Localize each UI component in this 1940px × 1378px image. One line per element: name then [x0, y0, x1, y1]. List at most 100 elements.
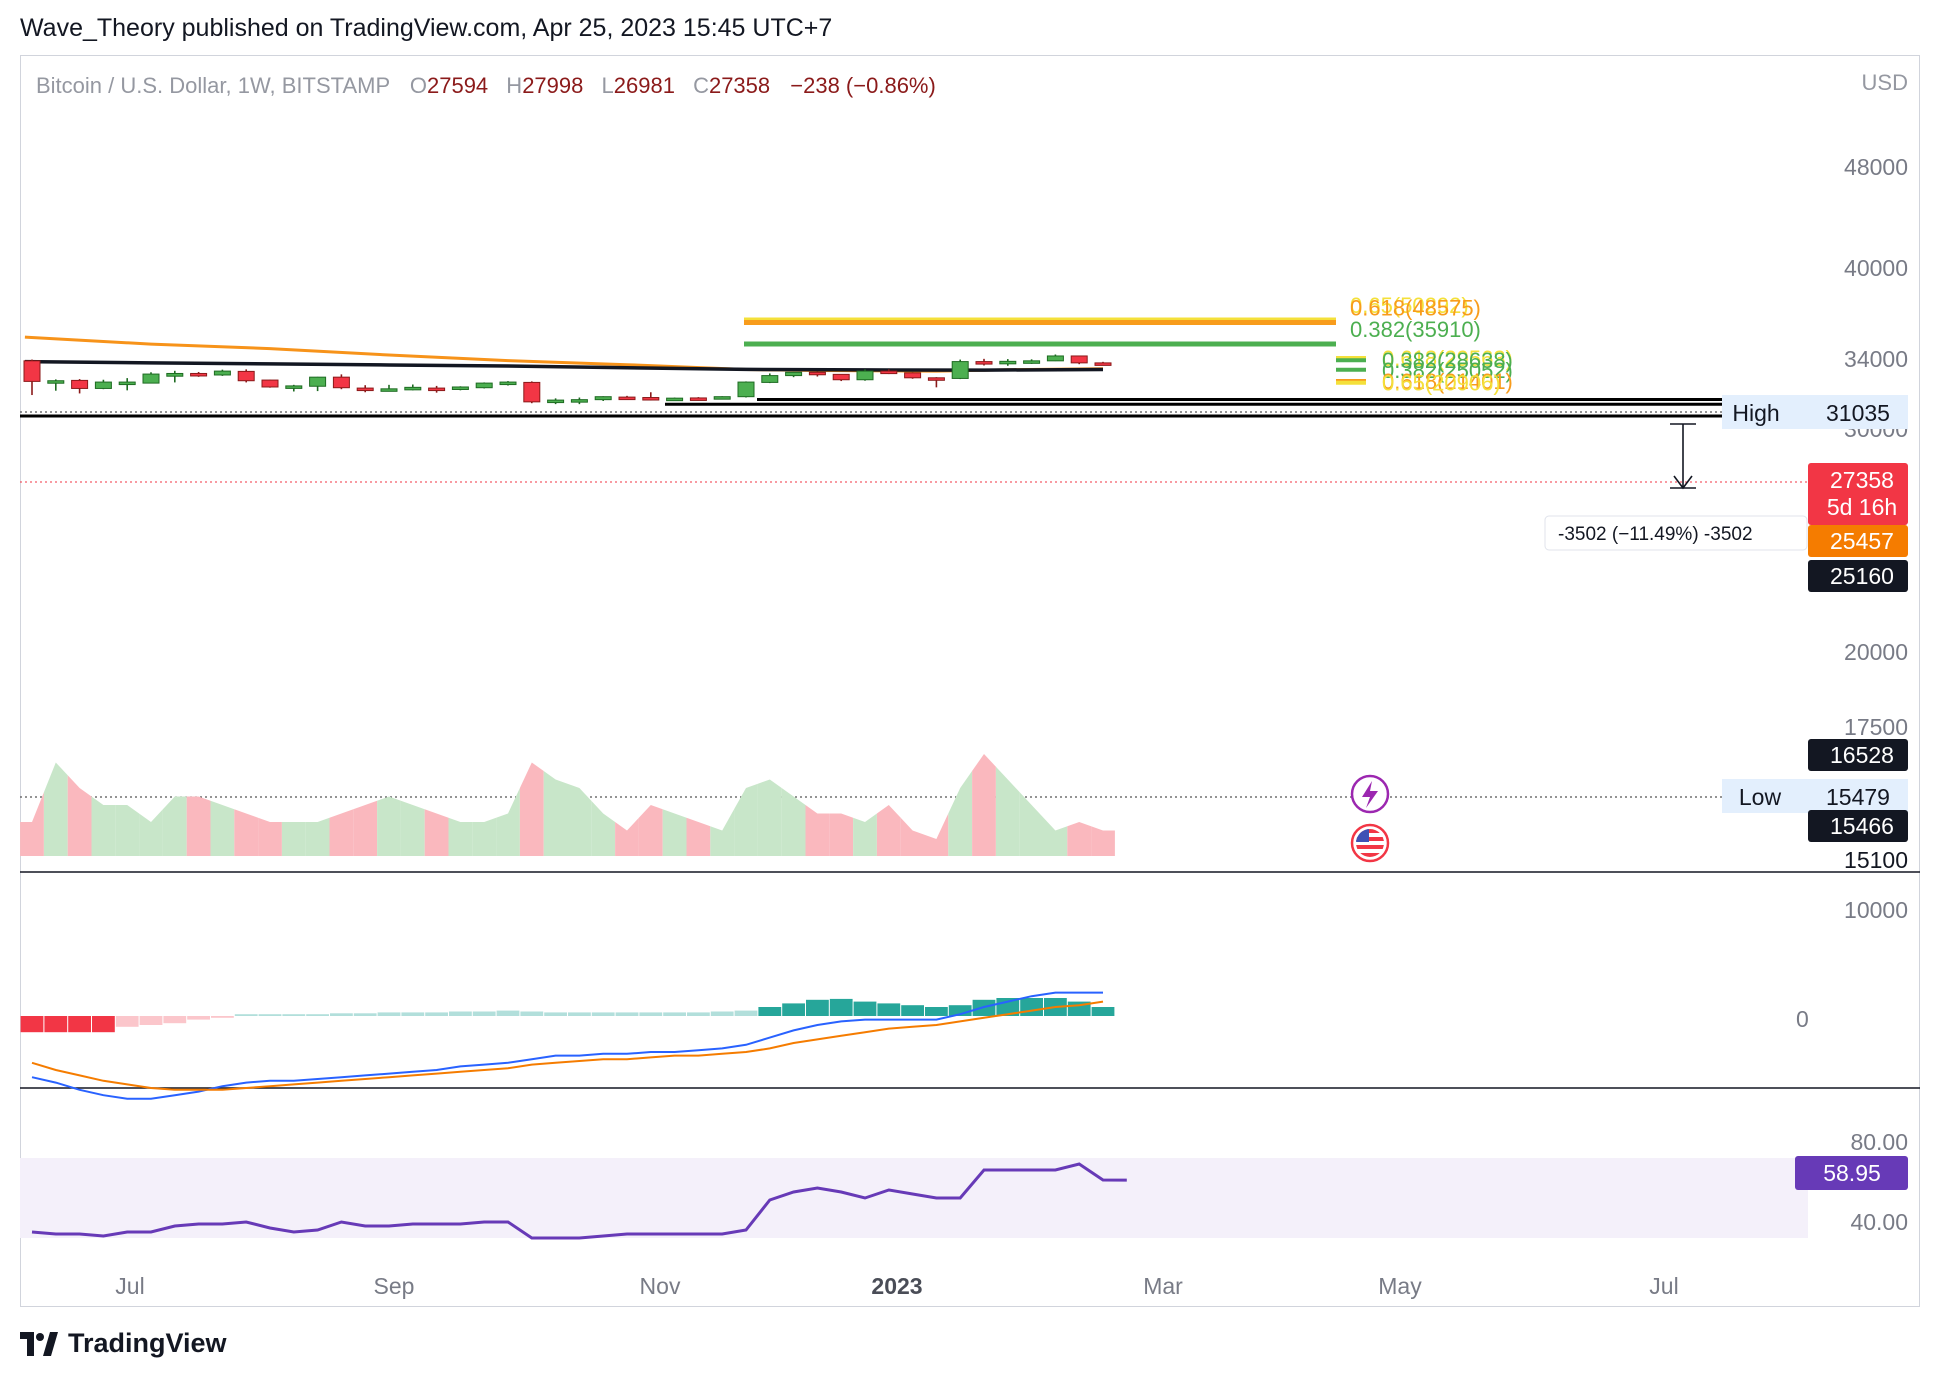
candle-body — [547, 399, 565, 404]
legend-symbol: Bitcoin / U.S. Dollar, 1W, BITSTAMP — [36, 73, 390, 98]
macd-histogram-bar — [115, 1016, 139, 1027]
macd-histogram-bar — [1091, 1007, 1115, 1016]
signal-line — [31, 1000, 1104, 1091]
candle-body — [499, 381, 517, 386]
candle-body — [904, 372, 922, 379]
macd-histogram-bar — [211, 1016, 234, 1018]
volume-segment — [472, 817, 497, 856]
macd-histogram-bar — [948, 1005, 972, 1016]
macd-histogram-bar — [829, 998, 853, 1016]
ema-price-tag-box — [1808, 560, 1908, 592]
y-tick-label: 17500 — [1844, 714, 1908, 740]
volume-segment — [948, 771, 973, 856]
candle-body — [856, 370, 874, 381]
macd-histogram-bar — [187, 1016, 210, 1020]
candle-body — [1023, 360, 1041, 364]
macd-histogram-bar — [925, 1007, 948, 1016]
measure-tool[interactable]: -3502 (−11.49%) -3502 — [1544, 423, 1808, 551]
volume-segment — [91, 796, 116, 856]
candle-body — [1070, 355, 1088, 364]
macd-histogram-bar — [591, 1012, 615, 1016]
volume-segment — [353, 800, 378, 856]
fib-label: 0.618(29563) — [1382, 346, 1513, 371]
candle-body — [94, 381, 112, 389]
y-tick-label: 20000 — [1844, 639, 1908, 665]
volume-segment — [67, 775, 92, 856]
x-tick-label: Mar — [1143, 1273, 1183, 1299]
volume-segment — [20, 792, 44, 856]
low-marker-box — [1722, 779, 1908, 813]
macd-histogram-bar — [877, 1003, 901, 1016]
volume-area — [20, 754, 1115, 856]
candle-body — [689, 397, 707, 401]
x-tick-label: Nov — [640, 1273, 681, 1299]
volume-segment — [162, 796, 187, 856]
high-marker-box — [1722, 395, 1908, 429]
macd-histogram-bar — [568, 1012, 591, 1016]
x-tick-label: Sep — [374, 1273, 415, 1299]
low-marker-value: 15479 — [1826, 784, 1890, 810]
candle-body — [475, 382, 493, 389]
rsi-tick-label: 80.00 — [1850, 1129, 1908, 1155]
macd-histogram-bar — [663, 1012, 686, 1016]
volume-segment — [448, 817, 473, 856]
rsi-value-label: 58.95 — [1823, 1160, 1881, 1186]
volume-segment — [615, 817, 639, 856]
publisher-line: Wave_Theory published on TradingView.com… — [20, 14, 833, 42]
macd-histogram-bar — [92, 1016, 115, 1033]
macd-histogram-bar — [520, 1011, 544, 1016]
legend-low: 26981 — [614, 73, 675, 98]
candle-body — [190, 372, 208, 377]
event-icon-lightning[interactable] — [1350, 774, 1390, 814]
low-marker-label: Low — [1739, 784, 1782, 810]
x-tick-label: Jul — [115, 1273, 144, 1299]
volume-segment — [662, 809, 687, 856]
footer-brand[interactable]: TradingView — [20, 1328, 227, 1359]
volume-segment — [329, 809, 354, 856]
candle-body — [927, 377, 945, 381]
footer-brand-name: TradingView — [68, 1328, 227, 1358]
macd-histogram-bar — [139, 1016, 163, 1025]
macd-zero-label: 0 — [1796, 1006, 1809, 1032]
volume-segment — [591, 800, 616, 856]
candle-body — [666, 397, 684, 402]
event-icon-flag[interactable] — [1350, 823, 1390, 863]
volume-segment — [519, 762, 544, 856]
lightning-icon — [1362, 781, 1378, 808]
volume-segment — [186, 796, 211, 856]
fib-label: 0.382(28638) — [1382, 348, 1513, 373]
volume-segment — [400, 800, 425, 856]
measure-arrow — [1673, 475, 1693, 490]
volume-segment — [496, 788, 520, 856]
ma-price-tag-box — [1808, 525, 1908, 557]
macd-histogram-bar — [806, 999, 829, 1016]
volume-segment — [686, 817, 711, 856]
macd-histogram-bar — [639, 1012, 663, 1016]
candle-body — [975, 361, 993, 365]
macd-histogram-bar — [234, 1014, 258, 1016]
macd-histogram-bar — [330, 1013, 353, 1016]
macd-histogram-bar — [782, 1003, 805, 1016]
tradingview-logo-icon — [20, 1331, 58, 1356]
high-marker-label: High — [1732, 400, 1779, 426]
candle-body — [713, 396, 731, 400]
volume-segment — [567, 783, 592, 856]
volume-segment — [924, 813, 949, 856]
level-price-tag-1-value: 16528 — [1830, 742, 1894, 768]
macd-histogram-bar — [401, 1012, 425, 1016]
rsi-band — [20, 1158, 1808, 1238]
fib-label: 0.618(48575) — [1350, 295, 1481, 320]
macd-histogram-bar — [687, 1012, 710, 1016]
candle-body — [451, 386, 469, 390]
candle-body — [785, 371, 803, 377]
volume-segment — [139, 809, 163, 856]
candle-body — [642, 397, 660, 401]
candle-body — [808, 371, 826, 376]
volume-segment — [1091, 826, 1115, 856]
chart-frame[interactable] — [20, 55, 1920, 1307]
level-label-15100: 15100 — [1844, 847, 1908, 873]
volume-segment — [1043, 817, 1068, 856]
volume-segment — [234, 809, 259, 856]
